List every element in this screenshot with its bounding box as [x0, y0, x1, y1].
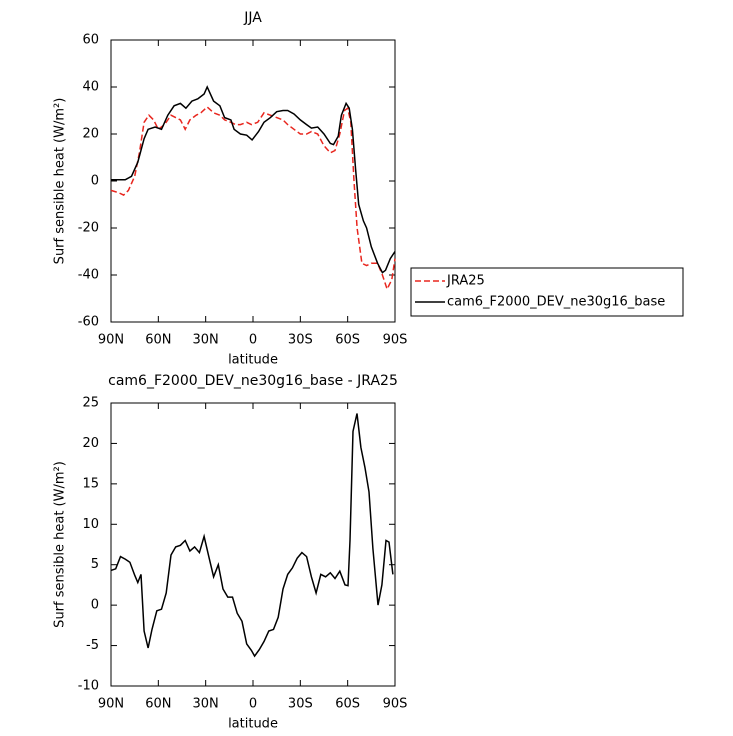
- x-tick-label: 60N: [145, 697, 171, 712]
- x-tick-label: 30N: [193, 333, 219, 348]
- y-tick-label: 60: [82, 33, 99, 48]
- y-tick-label: 10: [82, 517, 99, 532]
- data-line: [110, 413, 394, 658]
- x-tick-label: 60S: [335, 697, 360, 712]
- y-tick-label: 5: [91, 557, 99, 572]
- x-tick-label: 60N: [145, 333, 171, 348]
- y-tick-label: -60: [78, 315, 99, 330]
- chart-title: JJA: [243, 10, 262, 26]
- chart-title: cam6_F2000_DEV_ne30g16_base - JRA25: [108, 373, 398, 389]
- legend-box: [410, 267, 684, 317]
- y-tick-label: -40: [78, 268, 99, 283]
- data-line: [111, 85, 396, 274]
- x-axis-label: latitude: [228, 353, 278, 368]
- y-tick-label: -20: [78, 221, 99, 236]
- x-tick-label: 90S: [383, 697, 408, 712]
- plot-frame: [110, 39, 396, 323]
- y-tick-label: 40: [82, 80, 99, 95]
- y-tick-label: -5: [86, 638, 99, 653]
- legend-label: JRA25: [446, 274, 485, 289]
- x-tick-label: 60S: [335, 333, 360, 348]
- y-tick-label: 15: [82, 476, 99, 491]
- x-tick-label: 30S: [288, 697, 313, 712]
- x-axis-label: latitude: [228, 717, 278, 732]
- y-tick-label: 20: [82, 436, 99, 451]
- legend-label: cam6_F2000_DEV_ne30g16_base: [447, 295, 665, 310]
- y-tick-label: 20: [82, 127, 99, 142]
- y-tick-label: -10: [78, 679, 99, 694]
- y-tick-label: 0: [91, 598, 99, 613]
- y-tick-label: 0: [91, 174, 99, 189]
- x-tick-label: 90S: [383, 333, 408, 348]
- y-tick-label: 25: [82, 396, 99, 411]
- x-tick-label: 30S: [288, 333, 313, 348]
- x-tick-label: 90N: [98, 333, 124, 348]
- x-tick-label: 90N: [98, 697, 124, 712]
- x-tick-label: 0: [249, 333, 257, 348]
- x-tick-label: 30N: [193, 697, 219, 712]
- x-tick-label: 0: [249, 697, 257, 712]
- y-axis-label: Surf sensible heat (W/m²): [53, 98, 68, 265]
- y-axis-label: Surf sensible heat (W/m²): [53, 461, 68, 628]
- data-line: [110, 105, 396, 292]
